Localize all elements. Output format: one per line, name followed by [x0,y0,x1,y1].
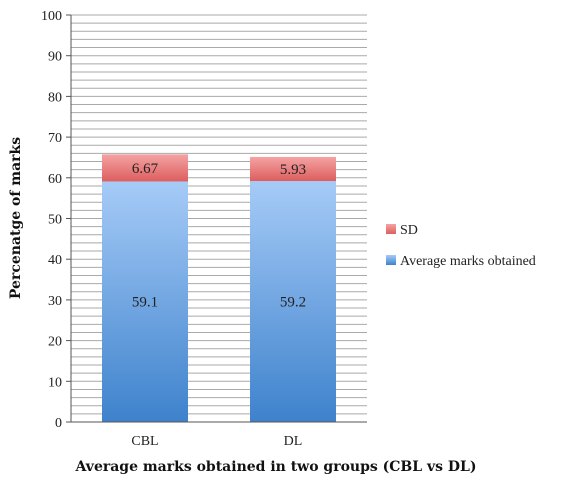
bar-cbl-sd [102,154,188,182]
legend-swatch [386,255,396,265]
data-label: 6.67 [132,161,159,177]
bar-cbl-average [102,181,188,422]
y-tick-label: 40 [48,253,62,268]
data-label: 59.2 [280,295,306,311]
y-axis: 0 10 20 30 40 50 60 70 80 90 100 [41,9,72,431]
y-tick-label: 10 [48,375,62,390]
legend: SD Average marks obtained [386,223,536,269]
y-tick-label: 70 [48,131,62,146]
y-tick-label: 90 [48,50,62,65]
y-axis-title: Percenatge of marks [8,137,24,299]
y-tick-label: 0 [55,416,62,431]
y-tick-label: 80 [48,90,62,105]
y-tick-label: 20 [48,335,62,350]
y-tick-label: 100 [41,9,62,24]
legend-swatch [386,224,396,234]
x-axis-title: Average marks obtained in two groups (CB… [75,459,477,475]
x-tick-label: CBL [131,434,158,449]
bars: 59.1 6.67 59.2 5.93 [102,154,336,422]
data-label: 59.1 [132,295,158,311]
bar-dl-average [250,181,336,422]
bar-dl-sd [250,156,336,182]
x-tick-label: DL [284,434,303,449]
x-axis: CBL DL [71,421,367,449]
legend-label: SD [400,223,418,238]
data-label: 5.93 [280,162,306,178]
y-tick-label: 50 [48,213,62,228]
legend-label: Average marks obtained [400,254,536,269]
y-tick-label: 30 [48,294,62,309]
y-tick-label: 60 [48,172,62,187]
